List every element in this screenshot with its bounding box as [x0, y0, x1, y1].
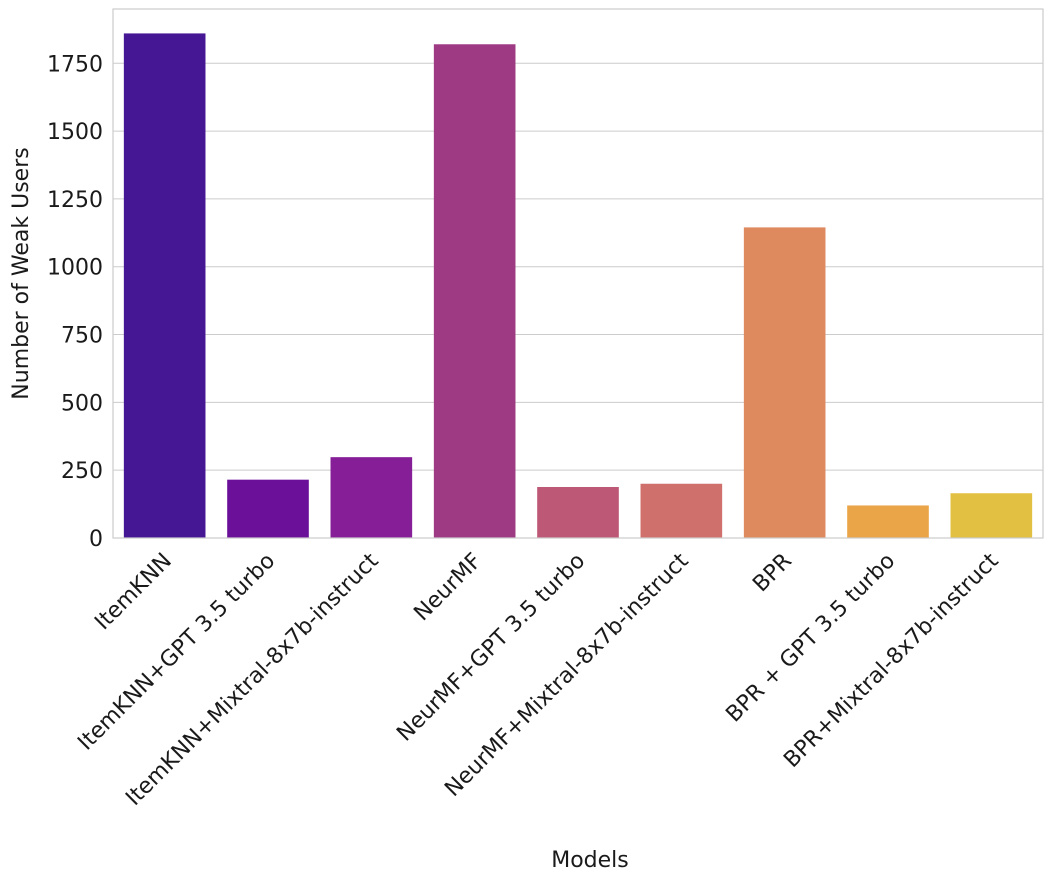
bar: [950, 493, 1033, 538]
plot-frame: [112, 8, 1044, 539]
bar: [330, 457, 413, 538]
grid-lines: [113, 62, 1043, 539]
y-tick-label: 1000: [47, 256, 103, 281]
bar: [227, 479, 309, 538]
bar: [847, 505, 929, 538]
bar: [537, 486, 619, 538]
bar: [743, 227, 826, 538]
y-tick-label: 250: [61, 459, 103, 484]
bar: [433, 44, 516, 539]
y-tick-label: 1250: [47, 188, 103, 213]
x-tick-label: NeurMF: [409, 549, 487, 627]
bar: [123, 33, 206, 539]
bar: [640, 483, 723, 538]
y-tick-label: 1500: [47, 120, 103, 145]
x-tick-label: NeurMF+GPT 3.5 turbo: [392, 549, 590, 747]
x-tick-label: BPR: [748, 549, 797, 598]
y-tick-label: 0: [89, 527, 103, 552]
x-tick-label: BPR + GPT 3.5 turbo: [721, 549, 900, 728]
y-axis-label: Number of Weak Users: [9, 147, 34, 399]
x-axis-label: Models: [551, 848, 629, 873]
x-tick-label: ItemKNN: [90, 549, 177, 636]
bars: [123, 33, 1033, 539]
y-tick-label: 750: [61, 324, 103, 349]
y-tick-label: 500: [61, 391, 103, 416]
x-tick-label: ItemKNN+GPT 3.5 turbo: [73, 549, 280, 756]
y-tick-labels: 0 250 500 750 1000 1250 1500 1750: [47, 52, 103, 552]
x-tick-label: BPR+Mixtral-8x7b-instruct: [779, 548, 1004, 773]
y-tick-label: 1750: [47, 52, 103, 77]
